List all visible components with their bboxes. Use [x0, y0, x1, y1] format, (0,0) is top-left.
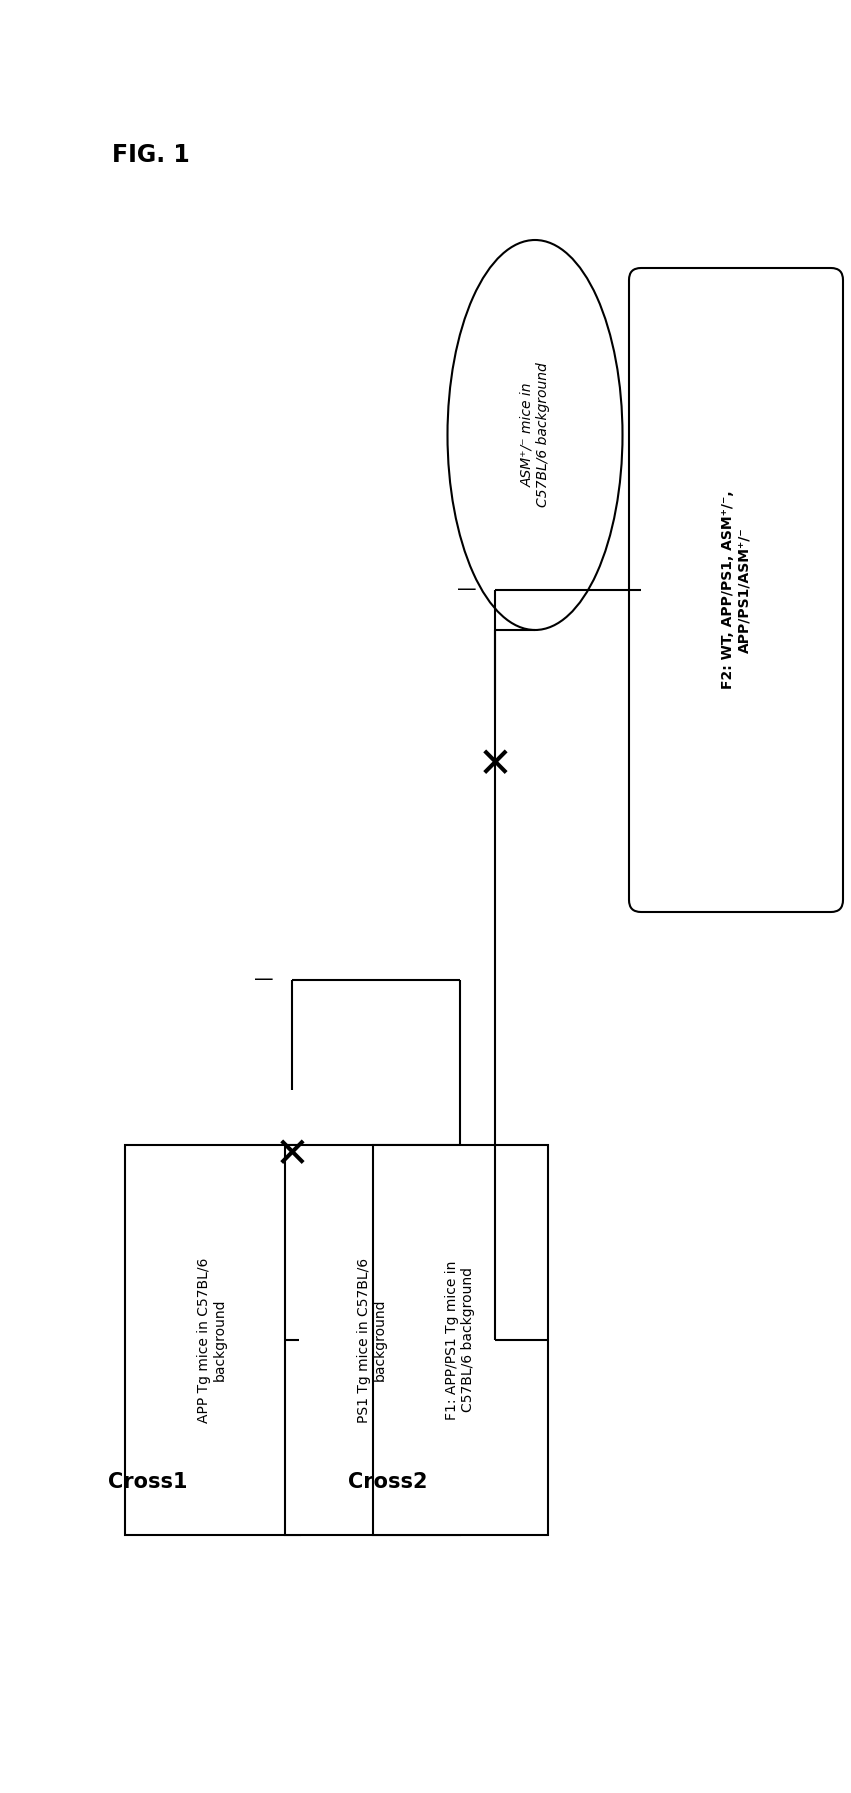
Ellipse shape — [448, 240, 622, 629]
Bar — [284, 1146, 460, 1535]
Text: Cross2: Cross2 — [348, 1472, 427, 1492]
Text: ASM⁺/⁻ mice in
C57BL/6 background: ASM⁺/⁻ mice in C57BL/6 background — [520, 362, 550, 507]
Text: —: — — [457, 581, 477, 599]
Text: APP Tg mice in C57BL/6
background: APP Tg mice in C57BL/6 background — [197, 1257, 227, 1422]
Text: Cross1: Cross1 — [108, 1472, 187, 1492]
Bar — [373, 1146, 547, 1535]
Text: FIG. 1: FIG. 1 — [112, 143, 190, 167]
Bar — [124, 1146, 300, 1535]
Text: ✕: ✕ — [275, 1133, 310, 1176]
Text: F1: APP/PS1 Tg mice in
C57BL/6 background: F1: APP/PS1 Tg mice in C57BL/6 backgroun… — [445, 1260, 475, 1420]
Text: PS1 Tg mice in C57BL/6
background: PS1 Tg mice in C57BL/6 background — [357, 1257, 387, 1422]
Text: —: — — [254, 970, 274, 990]
Text: F2: WT, APP/PS1, ASM⁺/⁻,
APP/PS1/ASM⁺/⁻: F2: WT, APP/PS1, ASM⁺/⁻, APP/PS1/ASM⁺/⁻ — [721, 491, 751, 689]
Text: ✕: ✕ — [477, 744, 512, 785]
FancyBboxPatch shape — [629, 267, 843, 913]
